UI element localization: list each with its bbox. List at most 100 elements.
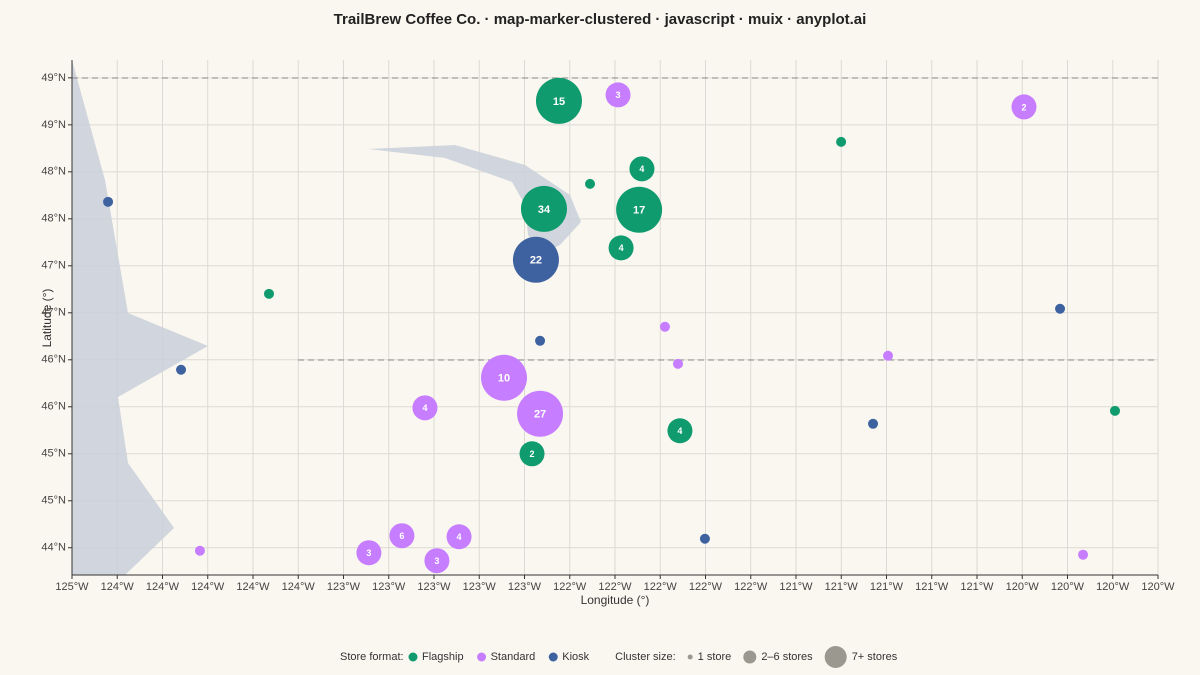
- cluster-count: 4: [677, 426, 682, 436]
- legend-swatch: [477, 652, 487, 662]
- cluster-count: 34: [538, 204, 551, 216]
- store-marker: [699, 533, 710, 544]
- y-tick-label: 45°N: [41, 448, 66, 460]
- y-tick-label: 48°N: [41, 213, 66, 225]
- x-tick-label: 120°W: [1006, 581, 1040, 593]
- x-tick-label: 124°W: [236, 581, 270, 593]
- store-marker: [446, 524, 472, 550]
- store-marker: [194, 545, 205, 556]
- x-tick-label: 125°W: [55, 581, 89, 593]
- x-tick-label: 124°W: [282, 581, 316, 593]
- markers: 15 4 34 17 4 2 4 3 2 10 27 4 6 4 3 3 22: [103, 77, 1120, 574]
- cluster-count: 10: [498, 373, 510, 385]
- size-swatch: [824, 646, 847, 668]
- store-marker: [659, 321, 670, 332]
- y-tick-label: 48°N: [41, 166, 66, 178]
- x-tick-label: 123°W: [327, 581, 361, 593]
- x-tick-label: 123°W: [372, 581, 406, 593]
- cluster-count: 4: [422, 403, 427, 413]
- size-label: 7+ stores: [852, 651, 898, 663]
- cluster-count: 15: [553, 96, 565, 108]
- cluster-count: 4: [639, 164, 644, 174]
- puget-sound: [368, 145, 581, 255]
- coastline: [72, 60, 208, 575]
- size-label: 1 store: [698, 651, 732, 663]
- legend-label: Standard: [491, 651, 536, 663]
- y-axis-label: Latitude (°): [40, 289, 54, 348]
- y-tick-label: 47°N: [41, 307, 66, 319]
- x-tick-label: 123°W: [417, 581, 451, 593]
- x-tick-label: 123°W: [508, 581, 542, 593]
- x-tick-label: 121°W: [779, 581, 813, 593]
- store-marker: [520, 185, 567, 232]
- size-swatch: [743, 650, 757, 664]
- x-tick-label: 123°W: [463, 581, 497, 593]
- store-marker: [481, 354, 528, 401]
- store-marker: [424, 548, 450, 574]
- store-marker: [1055, 303, 1066, 314]
- store-marker: [356, 540, 382, 566]
- cluster-count: 4: [619, 243, 624, 253]
- cluster-count: 6: [399, 531, 404, 541]
- size-label: 2–6 stores: [761, 651, 813, 663]
- cluster-count: 22: [530, 255, 542, 267]
- chart-title: TrailBrew Coffee Co. · map-marker-cluste…: [334, 11, 867, 28]
- cluster-count: 2: [1021, 102, 1026, 112]
- store-marker: [389, 523, 415, 549]
- x-tick-label: 120°W: [1096, 581, 1130, 593]
- cluster-count: 3: [434, 556, 439, 566]
- x-tick-label: 124°W: [146, 581, 180, 593]
- cluster-count: 3: [366, 548, 371, 558]
- store-marker: [616, 186, 663, 233]
- store-marker: [629, 156, 655, 182]
- x-tick-label: 122°W: [553, 581, 587, 593]
- y-tick-label: 46°N: [41, 354, 66, 366]
- y-tick-label: 46°N: [41, 401, 66, 413]
- store-marker: [1078, 549, 1089, 560]
- store-marker: [264, 288, 275, 299]
- legend-title: Cluster size:: [615, 651, 676, 663]
- grid: [71, 60, 1159, 575]
- store-marker: [667, 418, 693, 444]
- store-marker: [605, 82, 631, 108]
- store-marker: [412, 395, 438, 421]
- y-tick-label: 49°N: [41, 119, 66, 131]
- size-swatch: [687, 654, 693, 660]
- x-tick-label: 122°W: [734, 581, 768, 593]
- store-marker: [535, 335, 546, 346]
- cluster-count: 2: [530, 449, 535, 459]
- land: [72, 60, 581, 575]
- store-marker: [512, 236, 559, 283]
- legend-title: Store format:: [340, 651, 404, 663]
- x-tick-label: 120°W: [1141, 581, 1175, 593]
- x-tick-label: 124°W: [101, 581, 135, 593]
- store-marker: [868, 418, 879, 429]
- store-marker: [519, 441, 545, 467]
- store-marker: [672, 358, 683, 369]
- y-tick-label: 49°N: [41, 72, 66, 84]
- x-tick-label: 121°W: [870, 581, 904, 593]
- cluster-count: 17: [633, 205, 645, 217]
- x-tick-label: 120°W: [1051, 581, 1085, 593]
- x-tick-label: 122°W: [644, 581, 678, 593]
- x-tick-label: 124°W: [191, 581, 225, 593]
- legend-swatch: [408, 652, 418, 662]
- y-tick-label: 44°N: [41, 542, 66, 554]
- legend-swatch: [548, 652, 558, 662]
- store-marker: [836, 136, 847, 147]
- x-tick-label: 122°W: [598, 581, 632, 593]
- store-marker: [585, 178, 596, 189]
- cluster-count: 27: [534, 409, 546, 421]
- store-marker: [1011, 94, 1037, 120]
- y-tick-label: 45°N: [41, 495, 66, 507]
- store-marker: [1109, 405, 1120, 416]
- legend-label: Kiosk: [562, 651, 589, 663]
- y-tick-label: 47°N: [41, 260, 66, 272]
- store-marker: [517, 390, 564, 437]
- x-tick-label: 122°W: [689, 581, 723, 593]
- store-marker: [883, 350, 894, 361]
- store-marker: [535, 77, 582, 124]
- legend: Store format: Flagship Standard Kiosk Cluste…: [340, 646, 898, 668]
- x-axis-label: Longitude (°): [581, 593, 650, 607]
